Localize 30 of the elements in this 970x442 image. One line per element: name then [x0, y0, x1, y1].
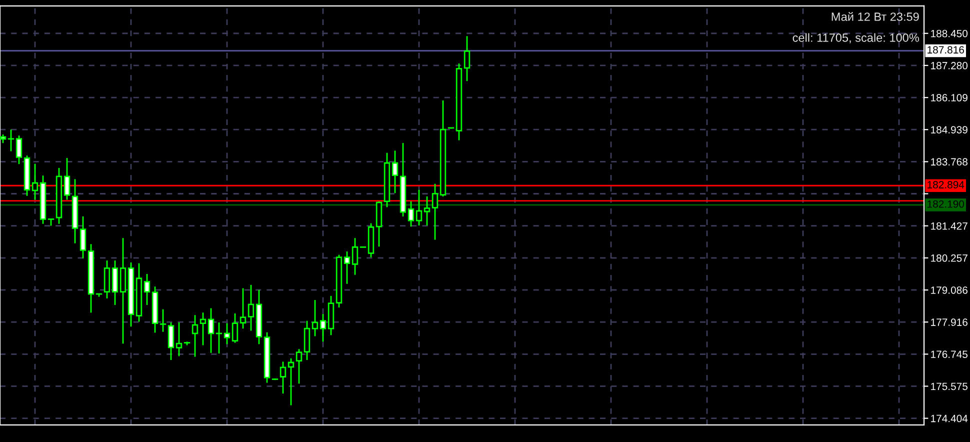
y-tick-label: 175.575 [931, 382, 968, 390]
y-tick-label: 186.109 [931, 94, 968, 102]
candlestick [32, 163, 38, 200]
candlestick [192, 314, 198, 358]
candlestick [248, 284, 254, 332]
ref-line-label: 187.816 [928, 46, 964, 54]
annotation: Май 12 Вт 23:59 [832, 12, 919, 21]
annotation: cell: 11705, scale: 100% [792, 33, 919, 44]
candlestick [464, 35, 470, 82]
y-tick-label: 183.768 [931, 158, 968, 166]
ref-line-label: 182.894 [928, 181, 964, 188]
candlestick [8, 128, 14, 152]
ref-line-label: 182.190 [928, 200, 964, 208]
y-tick-label: 184.939 [931, 126, 968, 134]
candlestick [72, 178, 78, 244]
y-tick-label: 177.916 [931, 318, 968, 326]
y-tick-label: 174.404 [931, 414, 968, 422]
candlestick [392, 150, 398, 194]
y-tick-label: 179.086 [931, 286, 968, 294]
candlestick [208, 308, 214, 354]
candlestick [424, 196, 430, 226]
candlestick [432, 183, 438, 240]
candlestick [352, 237, 358, 276]
y-tick-label: 181.427 [931, 222, 968, 230]
y-tick-label: 188.450 [931, 30, 968, 38]
candlestick [120, 237, 126, 344]
y-tick-label: 176.745 [931, 350, 968, 358]
y-tick-label: 180.257 [931, 254, 968, 262]
candlestick [160, 308, 166, 332]
y-tick-label: 187.280 [931, 62, 968, 70]
